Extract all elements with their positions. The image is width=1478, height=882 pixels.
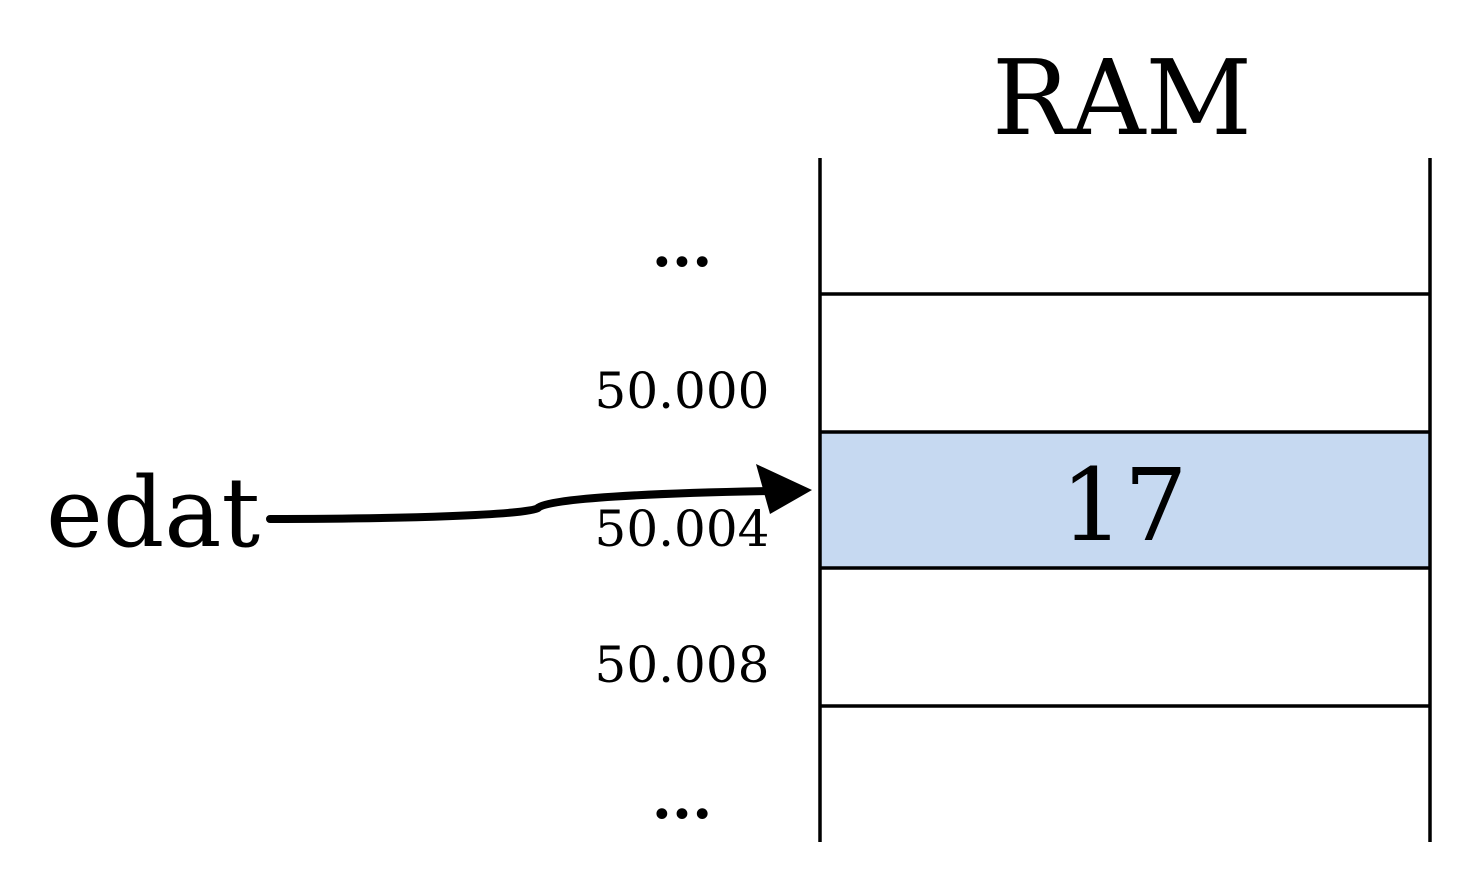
address-ellipsis-top: ... — [652, 212, 713, 280]
address-label: 50.000 — [595, 362, 770, 420]
address-label: 50.008 — [595, 636, 770, 694]
highlighted-memory-cell — [820, 432, 1430, 568]
pointer-arrowhead — [756, 464, 812, 514]
cell-value: 17 — [1060, 447, 1187, 564]
pointer-arrow-shaft — [266, 487, 774, 523]
variable-name: edat — [46, 457, 260, 569]
ram-title: RAM — [992, 37, 1252, 159]
address-ellipsis-bottom: ... — [652, 764, 713, 832]
address-label: 50.004 — [595, 500, 770, 558]
